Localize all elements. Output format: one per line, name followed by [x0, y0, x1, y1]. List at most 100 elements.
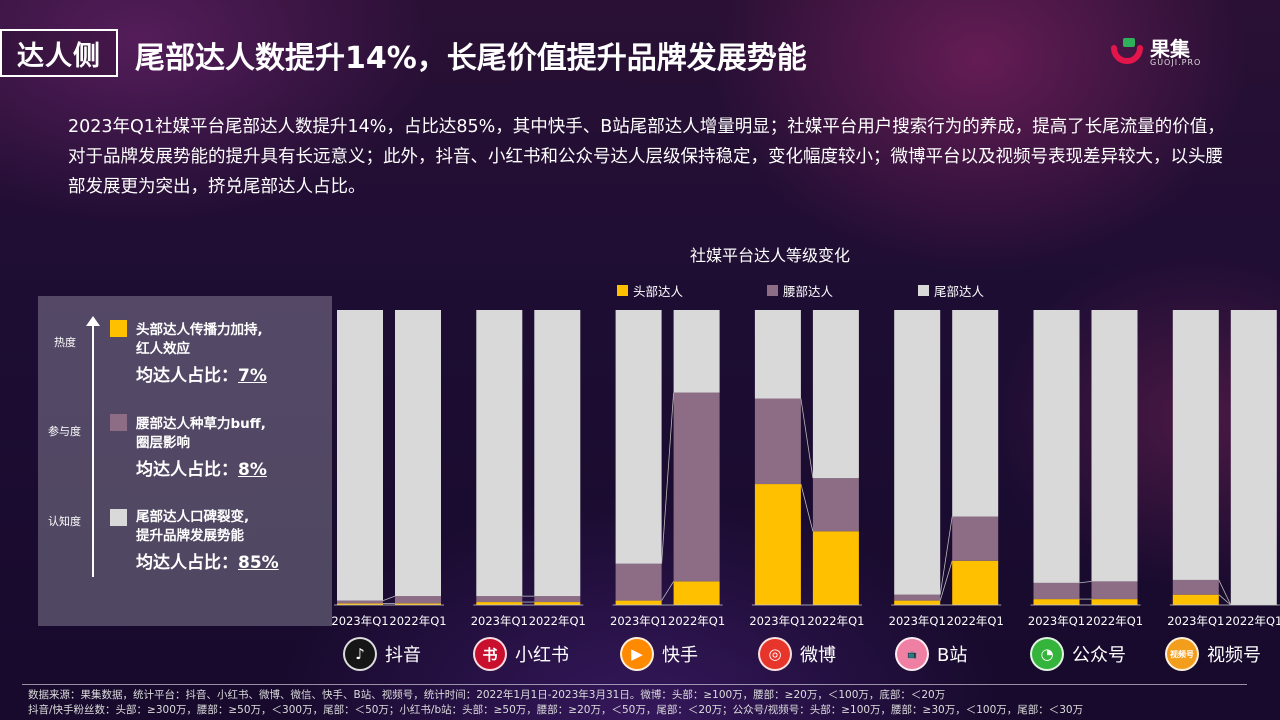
tier-swatch-tail: [110, 509, 127, 526]
logo-name: 果集: [1150, 37, 1190, 61]
bar-tail-6-1: [1230, 310, 1277, 605]
bar-head-0-1: [395, 603, 441, 605]
connector-waist-2: [661, 392, 674, 564]
panel-arrow-shaft: [92, 322, 94, 577]
bar-waist-2-1: [673, 392, 720, 582]
bar-tail-0-0: [337, 310, 383, 601]
legend-label-waist: 腰部达人: [783, 284, 834, 299]
connector-waist-3: [800, 398, 814, 479]
platform-name: 公众号: [1072, 645, 1126, 666]
bar-label-6-1: 2022年Q1: [1225, 614, 1280, 628]
bar-label-3-1: 2022年Q1: [807, 614, 864, 628]
bar-tail-4-0: [894, 310, 941, 595]
tier-swatch-head: [110, 320, 127, 337]
platform-name: 抖音: [385, 645, 421, 666]
bar-tail-3-1: [812, 310, 859, 479]
legend-swatch-head: [617, 285, 628, 296]
chart-title: 社媒平台达人等级变化: [689, 246, 850, 265]
bar-tail-1-0: [476, 310, 523, 597]
legend-tail: 尾部达人: [918, 281, 984, 300]
bar-head-1-1: [534, 602, 581, 605]
bar-tail-3-0: [754, 310, 801, 399]
axis-label-heat: 热度: [54, 336, 76, 349]
bar-head-4-1: [952, 560, 999, 605]
platform-label-4: 📺 B站: [895, 635, 967, 673]
tier-share-tail: 均达人占比：85%: [136, 553, 279, 573]
platform-name: 视频号: [1207, 645, 1261, 666]
bar-tail-2-0: [615, 310, 662, 564]
bar-label-4-0: 2023年Q1: [889, 614, 946, 628]
connector-waist-0: [382, 595, 396, 601]
bar-tail-5-1: [1091, 310, 1138, 582]
bar-waist-6-0: [1172, 579, 1219, 595]
xiaohongshu-icon: 书: [473, 637, 507, 671]
axis-label-engagement: 参与度: [48, 425, 81, 438]
bar-head-5-0: [1033, 599, 1080, 605]
bar-tail-0-1: [395, 310, 441, 597]
bar-tail-4-1: [952, 310, 999, 517]
tiktok-icon: ♪: [343, 637, 377, 671]
bar-head-4-0: [894, 600, 941, 605]
footer-divider: [22, 684, 1247, 685]
tier-desc-head: 头部达人传播力加持, 红人效应: [136, 322, 263, 357]
kuaishou-icon: ▶: [620, 637, 654, 671]
bar-head-3-0: [754, 484, 801, 605]
bar-label-1-1: 2022年Q1: [529, 614, 586, 628]
connector-head-4: [939, 560, 953, 601]
bar-waist-5-0: [1033, 582, 1080, 600]
arrow-up-icon: [86, 316, 100, 326]
legend-label-tail: 尾部达人: [934, 284, 985, 299]
bar-label-2-1: 2022年Q1: [668, 614, 725, 628]
platform-label-2: ▶ 快手: [620, 635, 698, 673]
bar-head-5-1: [1091, 599, 1138, 605]
legend-swatch-waist: [767, 285, 778, 296]
section-tag: 达人侧: [0, 29, 118, 77]
bar-waist-5-1: [1091, 581, 1138, 600]
connector-waist-6: [1218, 579, 1232, 606]
bar-tail-5-0: [1033, 310, 1080, 583]
tier-share-head: 均达人占比：7%: [136, 366, 267, 386]
platform-label-0: ♪ 抖音: [343, 635, 421, 673]
bar-head-3-1: [812, 531, 859, 605]
connector-waist-4: [939, 516, 953, 595]
platform-name: B站: [937, 645, 968, 666]
bar-waist-2-0: [615, 563, 662, 601]
bar-tail-1-1: [534, 310, 581, 597]
connector-head-6: [1218, 594, 1232, 606]
legend-swatch-tail: [918, 285, 929, 296]
bar-label-5-1: 2022年Q1: [1086, 614, 1143, 628]
bar-label-2-0: 2023年Q1: [610, 614, 667, 628]
connector-head-2: [661, 581, 674, 601]
brand-logo: 果集 GUOJI.PRO: [1110, 33, 1220, 73]
bar-waist-1-0: [476, 596, 523, 603]
connector-waist-5: [1079, 581, 1092, 584]
bar-label-1-0: 2023年Q1: [471, 614, 528, 628]
platform-name: 微博: [800, 645, 836, 666]
bar-head-0-0: [337, 603, 383, 605]
bar-waist-3-1: [812, 478, 859, 532]
bar-waist-0-1: [395, 596, 441, 604]
bar-waist-4-0: [894, 594, 941, 601]
guoji-logo-icon: [1111, 38, 1143, 64]
bar-tail-2-1: [673, 310, 720, 393]
wechat-official-icon: ◔: [1030, 637, 1064, 671]
legend-head: 头部达人: [617, 281, 683, 300]
bar-head-2-0: [615, 600, 662, 605]
bar-waist-3-0: [754, 398, 801, 485]
bar-waist-4-1: [952, 516, 999, 561]
weibo-icon: ◎: [758, 637, 792, 671]
tier-explanation-panel: [38, 296, 332, 626]
bar-waist-0-0: [337, 600, 383, 604]
source-note-line2: 抖音/快手粉丝数：头部：≥300万，腰部：≥50万，＜300万，尾部：＜50万；…: [28, 704, 1084, 716]
platform-label-1: 书小红书: [473, 635, 569, 673]
bar-head-2-1: [673, 581, 720, 605]
tier-desc-tail: 尾部达人口碑裂变, 提升品牌发展势能: [136, 509, 250, 544]
bar-label-5-0: 2023年Q1: [1028, 614, 1085, 628]
legend-label-head: 头部达人: [633, 284, 684, 299]
bar-head-6-0: [1172, 594, 1219, 605]
tier-desc-waist: 腰部达人种草力buff, 圈层影响: [136, 416, 266, 451]
platform-name: 小红书: [515, 645, 569, 666]
tier-swatch-waist: [110, 414, 127, 431]
bar-waist-1-1: [534, 596, 581, 603]
